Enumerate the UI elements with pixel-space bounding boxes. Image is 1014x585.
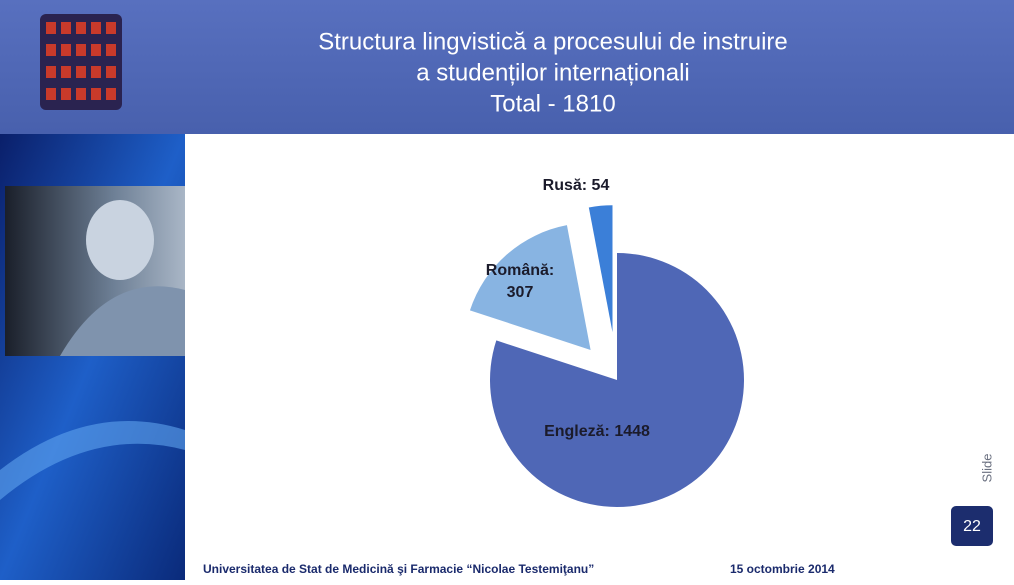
footer-institution: Universitatea de Stat de Medicină şi Far… <box>203 562 594 576</box>
data-label: Engleză: 1448 <box>544 423 650 440</box>
logo <box>40 14 122 110</box>
data-label: Rusă: 54 <box>543 177 610 194</box>
slide-number: 22 <box>963 518 981 535</box>
title-line: Structura lingvistică a procesului de in… <box>318 28 788 55</box>
footer-date: 15 octombrie 2014 <box>730 562 835 576</box>
title-line: Total - 1810 <box>490 90 615 117</box>
slide-label: Slide <box>979 454 994 483</box>
slide: Structura lingvistică a procesului de in… <box>0 0 1014 580</box>
photo-figure <box>86 200 154 280</box>
title-line: a studenților internaționali <box>416 59 690 86</box>
